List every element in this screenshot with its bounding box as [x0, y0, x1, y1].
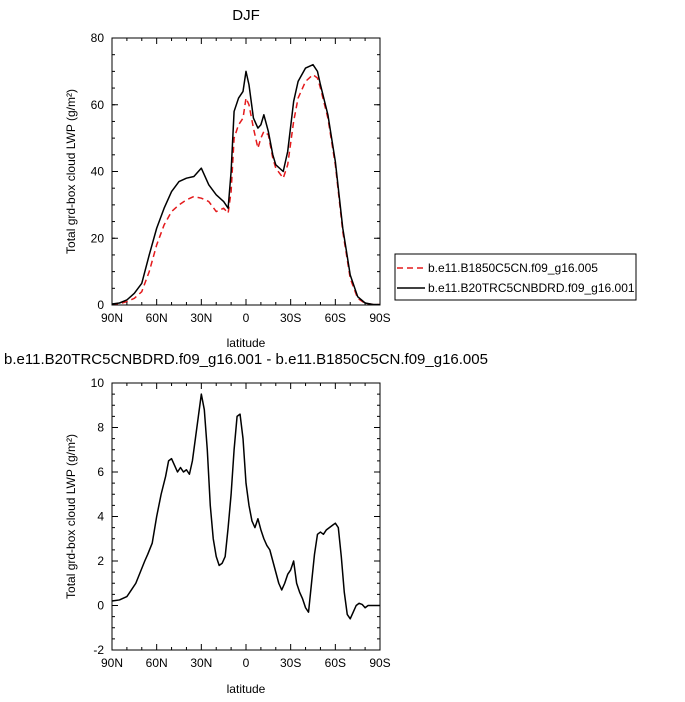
top-plot-frame — [111, 37, 381, 306]
bottom-plot-area — [111, 393, 380, 620]
series-line-0 — [111, 393, 380, 620]
y-tick-label: 8 — [97, 421, 104, 435]
x-tick-label: 90N — [101, 656, 123, 670]
y-tick-label: 4 — [97, 510, 104, 524]
y-tick-label: 0 — [97, 298, 104, 312]
top-y-axis-label: Total grd-box cloud LWP (g/m²) — [64, 89, 78, 254]
bottom-y-axis-label: Total grd-box cloud LWP (g/m²) — [64, 434, 78, 599]
x-tick-label: 0 — [243, 656, 250, 670]
x-tick-label: 60N — [146, 311, 168, 325]
top-axes: 90N 60N 30N 0 30S 60S 90S 0 20 40 60 80 — [91, 31, 391, 325]
x-tick-label: 30S — [280, 311, 301, 325]
top-panel: DJF 90N 60N 30N 0 30S 60S 90S 0 20 40 60 80 latitud… — [64, 7, 391, 350]
top-x-axis-label: latitude — [227, 336, 266, 350]
y-tick-label: 60 — [91, 98, 105, 112]
x-tick-label: 30N — [190, 311, 212, 325]
y-tick-label: -2 — [93, 643, 104, 657]
legend: b.e11.B1850C5CN.f09_g16.005 b.e11.B20TRC… — [394, 253, 637, 301]
bottom-chart-title: b.e11.B20TRC5CNBDRD.f09_g16.001 - b.e11.… — [4, 351, 488, 368]
x-tick-label: 30S — [280, 656, 301, 670]
x-tick-label: 60N — [146, 656, 168, 670]
x-tick-label: 90S — [369, 311, 390, 325]
bottom-axes: 90N 60N 30N 0 30S 60S 90S -2 0 2 4 6 8 10 — [91, 376, 391, 670]
legend-box — [394, 253, 637, 301]
x-tick-label: 30N — [190, 656, 212, 670]
series-line-0 — [111, 73, 381, 306]
y-tick-label: 2 — [97, 554, 104, 568]
x-tick-label: 0 — [243, 311, 250, 325]
y-tick-label: 20 — [91, 231, 105, 245]
y-tick-label: 40 — [91, 165, 105, 179]
y-tick-label: 80 — [91, 31, 105, 45]
y-tick-label: 10 — [91, 376, 105, 390]
x-tick-label: 60S — [325, 656, 346, 670]
y-tick-label: 0 — [97, 599, 104, 613]
series-line-1 — [111, 63, 381, 306]
bottom-plot-frame — [111, 382, 381, 651]
bottom-x-axis-label: latitude — [227, 682, 266, 696]
top-plot-area — [111, 63, 381, 306]
top-chart-title: DJF — [232, 7, 260, 24]
legend-label-series-a: b.e11.B1850C5CN.f09_g16.005 — [428, 261, 598, 275]
y-tick-label: 6 — [97, 465, 104, 479]
x-tick-label: 60S — [325, 311, 346, 325]
x-tick-label: 90N — [101, 311, 123, 325]
bottom-panel: b.e11.B20TRC5CNBDRD.f09_g16.001 - b.e11.… — [4, 351, 488, 696]
legend-label-series-b: b.e11.B20TRC5CNBDRD.f09_g16.001 — [428, 281, 635, 295]
x-tick-label: 90S — [369, 656, 390, 670]
